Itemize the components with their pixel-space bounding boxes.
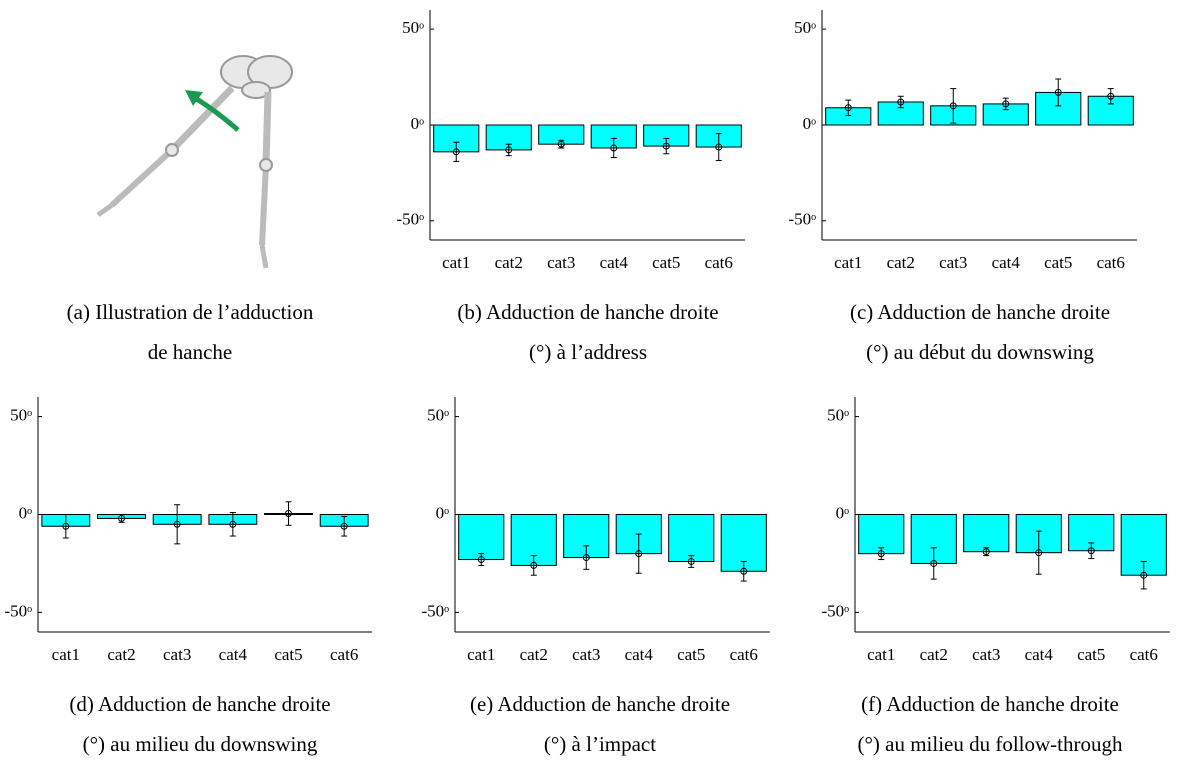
- caption: de hanche: [148, 340, 233, 364]
- x-tick-label: cat1: [867, 645, 895, 664]
- x-tick-label: cat6: [730, 645, 758, 664]
- mean-point: [118, 514, 125, 522]
- mean-point: [582, 554, 590, 562]
- mean-point: [229, 520, 237, 528]
- caption: (°) au milieu du downswing: [83, 732, 318, 756]
- x-tick-label: cat6: [1097, 253, 1125, 272]
- y-tick-label: -50ᵒ: [821, 601, 849, 620]
- x-tick-label: cat5: [1044, 253, 1072, 272]
- mean-point: [477, 556, 485, 564]
- x-tick-label: cat6: [1130, 645, 1158, 664]
- y-tick-label: 50ᵒ: [402, 18, 424, 37]
- mean-point: [285, 510, 292, 518]
- x-tick-label: cat4: [219, 645, 248, 664]
- x-tick-label: cat5: [274, 645, 302, 664]
- caption: (f) Adduction de hanche droite: [861, 692, 1119, 716]
- x-tick-label: cat4: [1025, 645, 1054, 664]
- mean-point: [610, 144, 618, 152]
- y-tick-label: 0ᵒ: [411, 114, 425, 133]
- x-tick-label: cat6: [705, 253, 733, 272]
- x-tick-label: cat2: [520, 645, 548, 664]
- caption: (a) Illustration de l’adduction: [67, 300, 314, 324]
- x-tick-label: cat5: [677, 645, 705, 664]
- caption: (°) à l’address: [529, 340, 647, 364]
- bar: [668, 514, 715, 562]
- mean-point: [62, 522, 70, 530]
- x-tick-label: cat4: [625, 645, 654, 664]
- y-tick-label: 50ᵒ: [10, 405, 32, 424]
- arrow-head: [185, 90, 203, 106]
- x-tick-label: cat1: [467, 645, 495, 664]
- mean-point: [1107, 92, 1115, 100]
- x-tick-label: cat5: [1077, 645, 1105, 664]
- mean-point: [715, 143, 723, 151]
- bar: [858, 514, 905, 555]
- x-tick-label: cat1: [52, 645, 80, 664]
- caption: (°) à l’impact: [544, 732, 656, 756]
- y-tick-label: 50ᵒ: [827, 405, 849, 424]
- mean-point: [173, 520, 181, 528]
- x-tick-label: cat1: [442, 253, 470, 272]
- bar: [458, 514, 505, 561]
- x-tick-label: cat4: [992, 253, 1021, 272]
- caption: (°) au début du downswing: [866, 340, 1094, 364]
- mean-point: [1140, 571, 1148, 579]
- mean-point: [505, 146, 513, 154]
- y-tick-label: -50ᵒ: [788, 210, 816, 229]
- mean-point: [530, 561, 538, 569]
- x-tick-label: cat1: [834, 253, 862, 272]
- mean-point: [662, 142, 670, 150]
- mean-point: [1002, 100, 1010, 108]
- mean-point: [635, 550, 643, 558]
- caption: (c) Adduction de hanche droite: [850, 300, 1110, 324]
- mean-point: [340, 522, 348, 530]
- mean-point: [740, 567, 748, 575]
- y-tick-label: 0ᵒ: [803, 114, 817, 133]
- x-tick-label: cat3: [163, 645, 191, 664]
- y-tick-label: 50ᵒ: [794, 18, 816, 37]
- y-tick-label: 50ᵒ: [427, 405, 449, 424]
- hip-illustration: [96, 55, 293, 269]
- caption: (d) Adduction de hanche droite: [69, 692, 330, 716]
- x-tick-label: cat3: [939, 253, 967, 272]
- x-tick-label: cat3: [547, 253, 575, 272]
- bar: [963, 514, 1010, 553]
- mean-point: [452, 148, 460, 156]
- adduction-arrow: [193, 95, 240, 132]
- x-tick-label: cat2: [495, 253, 523, 272]
- y-tick-label: -50ᵒ: [4, 601, 32, 620]
- mean-point: [877, 550, 885, 558]
- y-tick-label: 0ᵒ: [836, 503, 850, 522]
- caption: (e) Adduction de hanche droite: [470, 692, 730, 716]
- x-tick-label: cat3: [572, 645, 600, 664]
- mean-point: [557, 140, 565, 148]
- mean-point: [1087, 547, 1095, 555]
- x-tick-label: cat6: [330, 645, 358, 664]
- x-tick-label: cat5: [652, 253, 680, 272]
- mean-point: [1054, 88, 1062, 96]
- mean-point: [1035, 549, 1043, 557]
- x-tick-label: cat2: [887, 253, 915, 272]
- y-tick-label: -50ᵒ: [396, 210, 424, 229]
- mean-point: [687, 558, 695, 565]
- mean-point: [949, 102, 957, 110]
- mean-point: [897, 98, 905, 106]
- caption: (b) Adduction de hanche droite: [457, 300, 718, 324]
- mean-point: [844, 104, 852, 112]
- y-tick-label: 0ᵒ: [436, 503, 450, 522]
- mean-point: [982, 548, 990, 556]
- x-tick-label: cat4: [600, 253, 629, 272]
- mean-point: [930, 559, 938, 567]
- x-tick-label: cat2: [107, 645, 135, 664]
- y-tick-label: 0ᵒ: [19, 503, 33, 522]
- x-tick-label: cat3: [972, 645, 1000, 664]
- x-tick-label: cat2: [920, 645, 948, 664]
- caption: (°) au milieu du follow-through: [857, 732, 1123, 756]
- y-tick-label: -50ᵒ: [421, 601, 449, 620]
